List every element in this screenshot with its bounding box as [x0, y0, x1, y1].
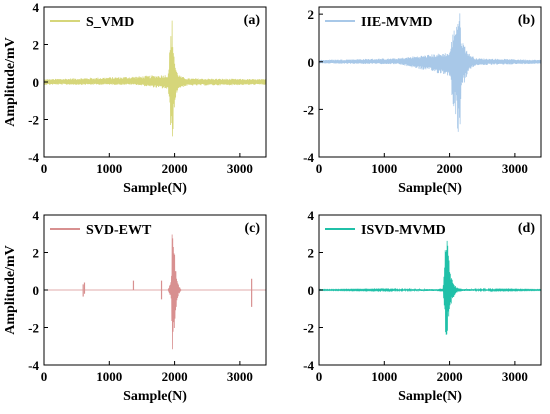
x-tick-label: 1000: [371, 369, 397, 384]
series-S_VMD: [44, 20, 266, 137]
y-axis-label: Amplitude/mV: [3, 37, 18, 126]
x-tick-label: 1000: [96, 369, 122, 384]
y-tick-label: 0: [33, 283, 40, 298]
signal-line: [44, 234, 266, 350]
y-tick-label: 2: [33, 38, 40, 53]
y-tick-label: -2: [28, 113, 39, 128]
x-tick-label: 2000: [162, 161, 188, 176]
signal-line: [319, 13, 541, 132]
y-tick-label: 0: [33, 75, 40, 90]
series-SVD-EWT: [44, 234, 266, 350]
series-IIE-MVMD: [319, 13, 541, 132]
panel-label: (b): [518, 13, 535, 28]
y-tick-label: 2: [33, 246, 40, 261]
x-tick-label: 3000: [227, 161, 253, 176]
y-tick-label: 0: [308, 55, 315, 70]
panel-label: (a): [244, 13, 261, 28]
panel-label: (d): [518, 221, 535, 236]
x-tick-label: 3000: [227, 369, 253, 384]
y-tick-label: -2: [303, 321, 314, 336]
y-tick-label: 0: [308, 283, 315, 298]
y-tick-label: -4: [303, 150, 314, 165]
legend-label: S_VMD: [86, 15, 134, 30]
x-axis-label: Sample(N): [123, 181, 187, 196]
plot-frame: [318, 6, 542, 158]
x-tick-label: 2000: [437, 369, 463, 384]
legend-label: ISVD-MVMD: [361, 223, 446, 238]
y-tick-label: -2: [303, 102, 314, 117]
x-axis-label: Sample(N): [123, 389, 187, 404]
y-tick-label: -2: [28, 321, 39, 336]
y-tick-label: 2: [308, 7, 315, 22]
x-tick-label: 3000: [502, 369, 528, 384]
y-tick-label: -4: [303, 358, 314, 373]
x-axis-label: Sample(N): [398, 181, 462, 196]
y-tick-label: -4: [28, 150, 39, 165]
legend-label: IIE-MVMD: [361, 15, 433, 30]
panel-d: ISVD-MVMD 0 1000 2000 3000 -4 -2 0 2 4 Sample(N) (d…: [303, 208, 542, 404]
x-tick-label: 1000: [96, 161, 122, 176]
x-tick-label: 0: [316, 161, 323, 176]
panel-c: SVD-EWT 0 1000 2000 3000 -4 -2 0 2 4 Sample(N) Ampl…: [3, 208, 267, 404]
x-axis-label: Sample(N): [398, 389, 462, 404]
y-tick-label: -4: [28, 358, 39, 373]
x-tick-label: 2000: [162, 369, 188, 384]
x-tick-label: 0: [41, 369, 48, 384]
panel-a: S_VMD 0 1000 2000 3000 -4 -2 0 2 4 Sample(N) Amplit…: [3, 0, 267, 196]
y-tick-label: 4: [33, 208, 40, 223]
panel-label: (c): [244, 221, 260, 236]
legend-label: SVD-EWT: [86, 223, 152, 238]
series-ISVD-MVMD: [319, 240, 541, 335]
signal-line: [319, 240, 541, 335]
y-axis-label: Amplitude/mV: [3, 245, 18, 334]
signal-line: [44, 20, 266, 137]
panel-b: IIE-MVMD 0 1000 2000 3000 -4 -2 0 2 Sample(N) (b): [303, 6, 542, 196]
y-tick-label: 4: [33, 0, 40, 15]
x-tick-label: 0: [316, 369, 323, 384]
x-tick-label: 3000: [502, 161, 528, 176]
x-tick-label: 2000: [437, 161, 463, 176]
x-tick-label: 0: [41, 161, 48, 176]
x-tick-label: 1000: [371, 161, 397, 176]
y-tick-label: 2: [308, 246, 315, 261]
y-tick-label: 4: [308, 208, 315, 223]
